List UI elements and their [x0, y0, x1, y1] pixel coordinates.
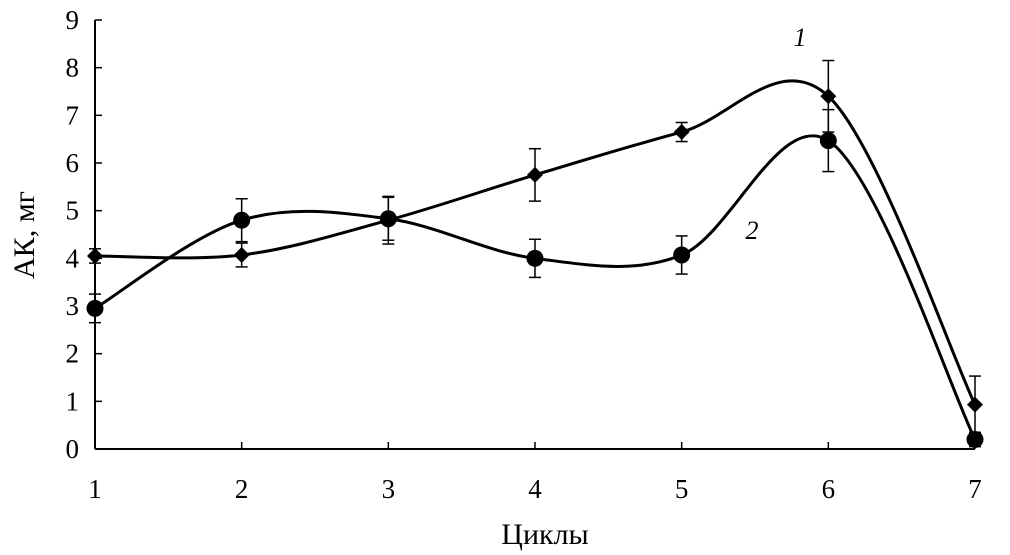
x-tick-label: 1	[88, 474, 102, 504]
x-tick-label: 5	[675, 474, 689, 504]
series-markers	[86, 88, 984, 448]
y-tick-label: 6	[66, 148, 80, 178]
data-point-diamond	[673, 124, 690, 141]
y-tick-label: 8	[66, 53, 80, 83]
data-point-circle	[966, 430, 984, 448]
y-tick-label: 9	[66, 5, 80, 35]
data-point-circle	[379, 210, 397, 228]
data-point-circle	[673, 246, 691, 264]
y-tick-label: 5	[66, 196, 80, 226]
series-label-1: 1	[794, 23, 807, 52]
data-point-circle	[233, 211, 251, 229]
axes	[94, 19, 976, 450]
data-point-diamond	[527, 166, 543, 183]
x-tick-label: 7	[968, 474, 982, 504]
x-tick-label: 4	[528, 474, 542, 504]
data-point-diamond	[233, 246, 250, 263]
y-tick-label: 1	[66, 386, 80, 416]
data-point-circle	[819, 132, 837, 150]
data-point-circle	[526, 249, 544, 267]
x-axis-title: Циклы	[501, 518, 588, 551]
data-point-diamond	[967, 396, 983, 413]
y-tick-label: 7	[66, 100, 80, 130]
x-tick-label: 2	[235, 474, 249, 504]
y-tick-label: 0	[66, 434, 80, 464]
data-point-diamond	[820, 88, 837, 105]
x-tick-label: 3	[382, 474, 396, 504]
y-tick-label: 3	[66, 291, 80, 321]
data-point-circle	[86, 299, 104, 317]
y-axis-title: АК, мг	[8, 191, 41, 279]
x-tick-label: 6	[822, 474, 836, 504]
series-label-2: 2	[746, 216, 759, 245]
y-tick-label: 4	[66, 243, 80, 273]
y-tick-label: 2	[66, 339, 80, 369]
data-point-diamond	[87, 247, 103, 264]
